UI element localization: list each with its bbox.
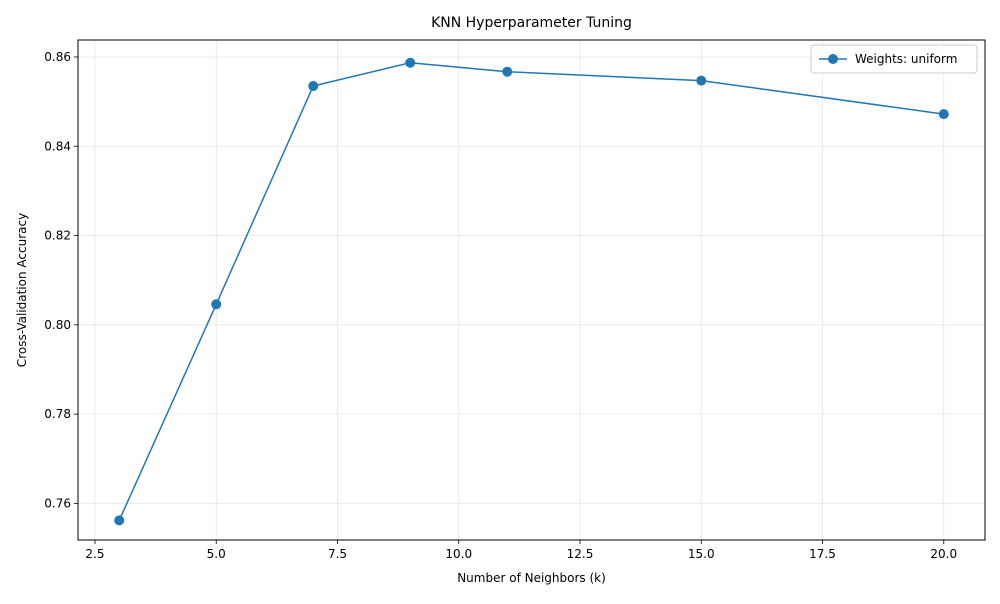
data-point (502, 66, 513, 77)
data-point (405, 57, 416, 68)
legend: Weights: uniform (810, 44, 978, 74)
x-tick-label: 7.5 (328, 547, 347, 561)
legend-label: Weights: uniform (855, 52, 957, 66)
x-tick-label: 10.0 (445, 547, 472, 561)
plot-area-frame (77, 39, 986, 541)
legend-marker (828, 54, 838, 64)
data-point (696, 75, 707, 86)
data-point (938, 109, 949, 120)
y-tick-label: 0.82 (44, 229, 71, 243)
data-point (308, 80, 319, 91)
series-layer (114, 57, 949, 526)
y-tick-label: 0.86 (44, 50, 71, 64)
data-point (211, 299, 222, 310)
x-axis-title: Number of Neighbors (k) (457, 571, 606, 585)
y-axis-title: Cross-Validation Accuracy (15, 213, 29, 367)
y-tick-label: 0.80 (44, 318, 71, 332)
y-tick-label: 0.78 (44, 407, 71, 421)
legend-box (810, 44, 978, 74)
x-tick-label: 15.0 (688, 547, 715, 561)
axis-ticks: 2.5 5.0 7.5 10.0 12.5 15.0 17.5 20.0 0.76 0.78 0.8… (44, 50, 957, 561)
x-tick-label: 12.5 (567, 547, 594, 561)
chart-title: KNN Hyperparameter Tuning (431, 15, 632, 31)
y-tick-label: 0.76 (44, 496, 71, 510)
x-tick-label: 20.0 (930, 547, 957, 561)
x-tick-label: 2.5 (85, 547, 104, 561)
data-point (114, 515, 125, 526)
x-tick-label: 5.0 (207, 547, 226, 561)
y-tick-label: 0.84 (44, 139, 71, 153)
x-tick-label: 17.5 (809, 547, 836, 561)
